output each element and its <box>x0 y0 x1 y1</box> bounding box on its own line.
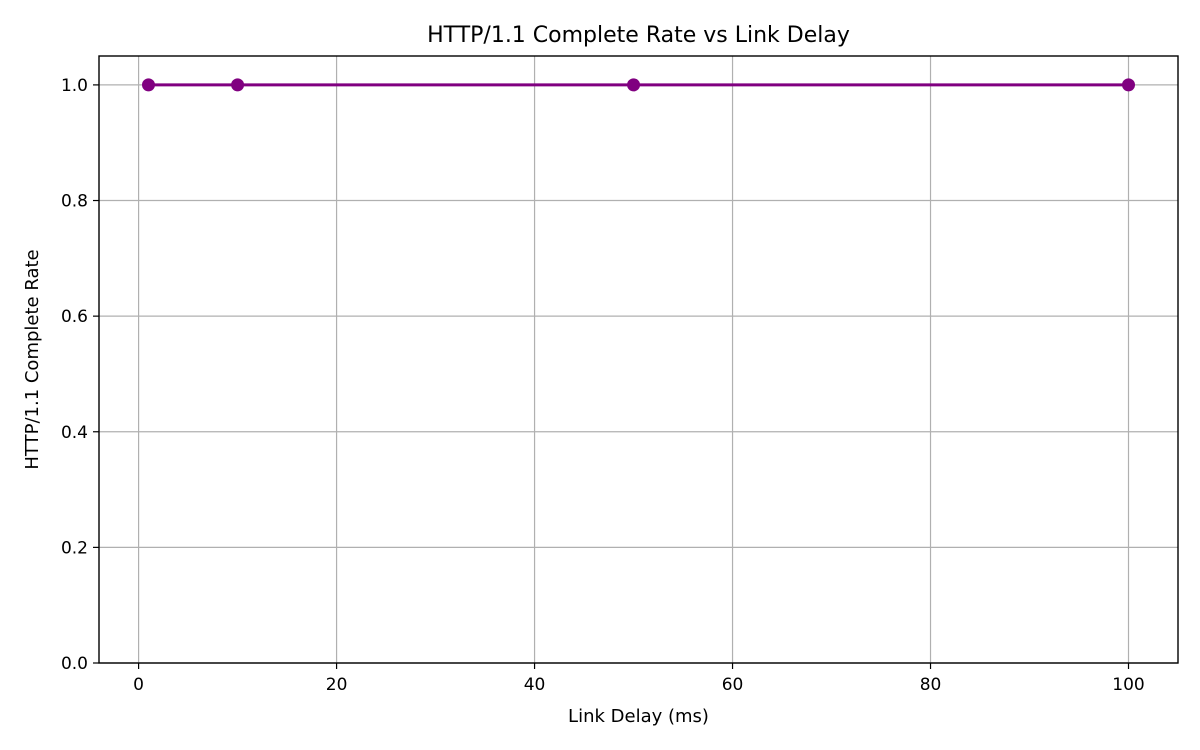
y-tick-label: 1.0 <box>61 76 88 96</box>
x-axis-label: Link Delay (ms) <box>568 706 709 727</box>
y-tick-label: 0.2 <box>61 538 88 558</box>
y-axis-label: HTTP/1.1 Complete Rate <box>22 249 43 469</box>
y-tick-label: 0.6 <box>61 307 88 327</box>
x-tick-label: 60 <box>722 675 744 695</box>
data-point-0 <box>141 78 155 92</box>
x-tick-label: 40 <box>524 675 546 695</box>
data-point-2 <box>627 78 641 92</box>
ticks: 0 20 40 60 80 100 0.0 0.2 0.4 0.6 0.8 1.0 <box>61 76 1145 695</box>
plot-frame <box>98 55 1179 664</box>
x-tick-label: 0 <box>133 675 144 695</box>
y-tick-label: 0.8 <box>61 192 88 212</box>
data-point-3 <box>1122 78 1136 92</box>
y-tick-label: 0.0 <box>61 654 88 674</box>
grid <box>99 56 1178 664</box>
y-tick-label: 0.4 <box>61 423 88 443</box>
x-tick-label: 20 <box>326 675 348 695</box>
x-tick-label: 100 <box>1112 675 1144 695</box>
x-tick-label: 80 <box>920 675 942 695</box>
series-layer <box>141 78 1136 92</box>
chart-title: HTTP/1.1 Complete Rate vs Link Delay <box>427 23 850 48</box>
data-point-1 <box>231 78 245 92</box>
